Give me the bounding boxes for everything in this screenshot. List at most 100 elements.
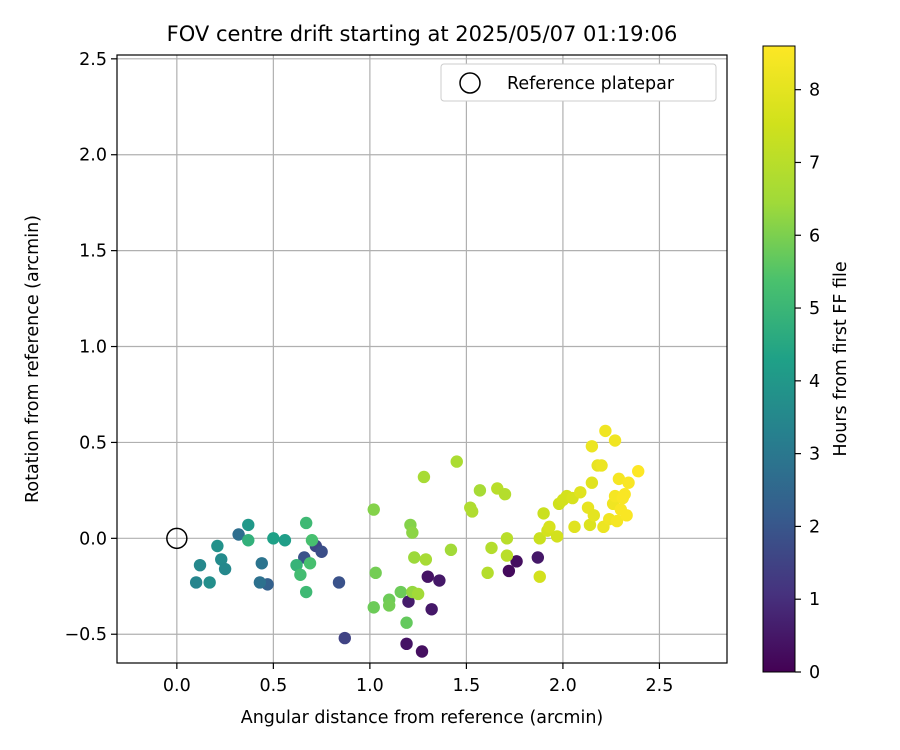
scatter-point <box>394 585 407 599</box>
scatter-point <box>315 545 328 558</box>
scatter-points <box>189 424 645 658</box>
scatter-point <box>568 520 581 534</box>
scatter-point <box>620 509 633 522</box>
scatter-point <box>415 645 429 658</box>
y-tick-label: 2.5 <box>79 50 107 70</box>
scatter-point <box>498 488 512 501</box>
scatter-point <box>612 472 626 486</box>
scatter-point <box>232 528 245 541</box>
scatter-point <box>531 551 545 564</box>
colorbar-tick-label: 0 <box>809 663 820 683</box>
scatter-point <box>444 543 458 557</box>
scatter-point <box>425 603 438 616</box>
scatter-point <box>305 534 319 547</box>
scatter-point <box>299 516 313 530</box>
scatter-point <box>193 558 207 572</box>
colorbar-tick-label: 3 <box>809 445 820 465</box>
scatter-point <box>473 484 487 497</box>
x-axis-ticks: 0.0 0.5 1.0 1.5 2.0 2.5 <box>163 663 673 696</box>
scatter-point <box>510 555 523 568</box>
scatter-point <box>500 532 514 545</box>
scatter-point <box>382 599 396 612</box>
colorbar-tick-label: 7 <box>809 153 820 173</box>
colorbar-tick-label: 5 <box>809 299 820 319</box>
y-tick-label: 1.5 <box>79 242 107 262</box>
scatter-point <box>303 557 317 570</box>
scatter-point <box>408 551 421 564</box>
scatter-point <box>583 518 597 532</box>
scatter-point <box>278 534 292 547</box>
reference-marker-group <box>166 527 188 550</box>
colorbar-ticks: 0 1 2 3 4 5 6 7 8 <box>795 81 820 683</box>
scatter-point <box>533 570 546 583</box>
scatter-point <box>599 424 612 438</box>
scatter-point <box>421 570 434 583</box>
colorbar-gradient <box>762 45 796 673</box>
y-tick-label: 1.0 <box>79 338 107 358</box>
scatter-point <box>585 440 599 453</box>
y-tick-label: −0.5 <box>65 625 108 645</box>
colorbar: 0 1 2 3 4 5 6 7 8 Hours from first FF file <box>762 45 851 683</box>
scatter-point <box>622 476 635 489</box>
grid-lines <box>117 55 727 663</box>
colorbar-tick-label: 1 <box>809 590 820 610</box>
x-tick-label: 2.0 <box>549 676 577 696</box>
y-tick-label: 2.0 <box>79 146 107 166</box>
scatter-point <box>294 568 307 581</box>
scatter-point <box>242 518 255 532</box>
colorbar-tick-label: 2 <box>809 517 820 537</box>
scatter-point <box>332 576 346 589</box>
chart-title: FOV centre drift starting at 2025/05/07 … <box>167 22 678 46</box>
scatter-point <box>400 616 413 629</box>
scatter-point <box>242 534 255 547</box>
x-tick-label: 1.5 <box>452 676 480 696</box>
scatter-point <box>587 509 601 522</box>
scatter-point <box>255 557 268 570</box>
scatter-point <box>189 576 203 589</box>
scatter-point <box>267 532 280 545</box>
y-tick-label: 0.0 <box>79 529 107 549</box>
x-tick-label: 0.5 <box>259 676 287 696</box>
scatter-point <box>211 539 224 553</box>
scatter-point <box>481 566 494 580</box>
scatter-point <box>402 595 415 608</box>
y-axis-label: Rotation from reference (arcmin) <box>23 215 43 503</box>
scatter-point <box>290 558 303 572</box>
scatter-point <box>433 574 446 587</box>
legend: Reference platepar <box>440 63 717 102</box>
scatter-point <box>338 631 351 645</box>
scatter-point <box>218 562 232 576</box>
scatter-point <box>419 553 433 566</box>
scatter-point <box>537 507 550 520</box>
scatter-point <box>450 455 463 468</box>
scatter-point <box>367 601 380 614</box>
x-tick-label: 2.5 <box>646 676 674 696</box>
y-axis-ticks: −0.5 0.0 0.5 1.0 1.5 2.0 2.5 <box>65 50 117 645</box>
scatter-point <box>417 470 431 484</box>
x-axis-label: Angular distance from reference (arcmin) <box>241 708 604 728</box>
scatter-point <box>253 576 267 589</box>
plot-frame <box>116 54 728 664</box>
scatter-point <box>632 465 645 478</box>
scatter-point <box>595 459 608 472</box>
scatter-point <box>585 476 599 489</box>
scatter-point <box>369 566 382 580</box>
reference-platepar-marker <box>166 527 188 550</box>
x-tick-label: 1.0 <box>356 676 384 696</box>
legend-open-circle-marker <box>459 72 481 94</box>
scatter-point <box>367 503 380 516</box>
colorbar-tick-label: 4 <box>809 372 820 392</box>
legend-box <box>440 63 717 102</box>
colorbar-label: Hours from first FF file <box>831 261 851 456</box>
scatter-point <box>618 488 631 501</box>
scatter-point <box>533 532 546 545</box>
scatter-point <box>543 520 556 534</box>
scatter-point <box>299 585 313 599</box>
colorbar-tick-label: 6 <box>809 226 820 246</box>
scatter-point <box>502 564 516 578</box>
scatter-point <box>465 505 479 518</box>
scatter-point <box>215 553 228 566</box>
scatter-point <box>400 637 413 651</box>
